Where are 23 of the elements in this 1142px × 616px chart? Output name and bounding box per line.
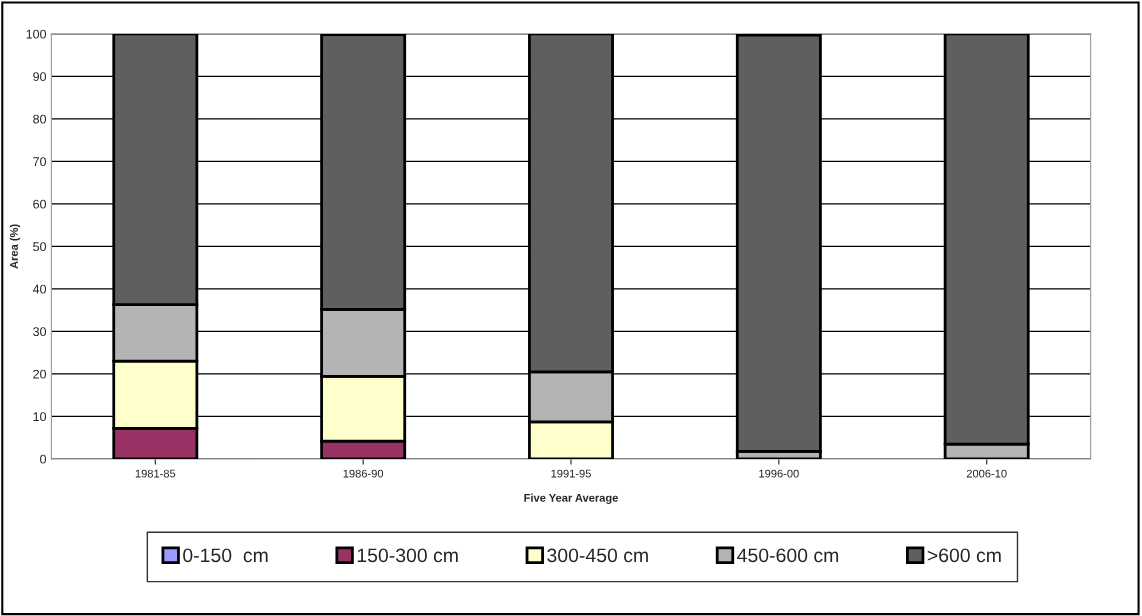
x-tick-label: 1991-95 [551, 469, 591, 478]
x-axis-title: Five Year Average [524, 493, 618, 504]
x-tick-label: 2006-10 [966, 469, 1007, 478]
y-tick-label: 0 [40, 454, 47, 464]
y-tick-label: 80 [33, 114, 47, 124]
y-axis-title: Area (%) [9, 224, 21, 269]
legend-label: 0-150 cm [183, 548, 268, 563]
y-tick-label: 50 [33, 242, 47, 252]
x-tick-label: 1981-85 [135, 469, 176, 478]
legend-label: 150-300 cm [357, 548, 458, 563]
x-tick-label: 1986-90 [343, 469, 384, 478]
y-tick-label: 100 [26, 29, 47, 39]
legend-label: >600 cm [927, 548, 1001, 563]
y-tick-label: 70 [33, 157, 47, 167]
y-tick-label: 10 [33, 412, 47, 422]
y-tick-label: 30 [33, 327, 47, 337]
y-tick-label: 20 [33, 369, 47, 379]
y-tick-label: 90 [33, 72, 47, 82]
legend-label: 300-450 cm [547, 548, 648, 563]
x-tick-label: 1996-00 [759, 469, 799, 478]
y-tick-label: 40 [32, 284, 47, 294]
legend-label: 450-600 cm [737, 548, 839, 563]
y-tick-label: 60 [33, 199, 47, 209]
